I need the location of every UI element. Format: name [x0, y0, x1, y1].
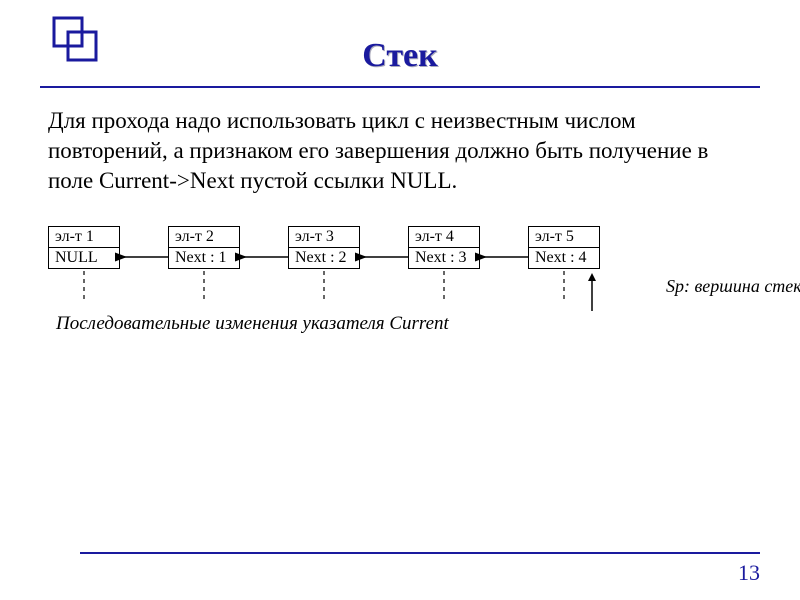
stack-node: эл-т 1NULL	[48, 226, 120, 269]
stack-node: эл-т 2Next : 1	[168, 226, 240, 269]
logo-icon	[48, 12, 108, 75]
node-label: эл-т 4	[409, 227, 479, 248]
sp-label: Sp: вершина стека	[666, 276, 800, 297]
node-label: эл-т 1	[49, 227, 119, 248]
stack-node: эл-т 3Next : 2	[288, 226, 360, 269]
diagram-caption: Последовательные изменения указателя Cur…	[48, 313, 752, 335]
node-next: Next : 1	[169, 248, 239, 268]
node-next: Next : 2	[289, 248, 359, 268]
node-next: Next : 3	[409, 248, 479, 268]
node-next: NULL	[49, 248, 119, 268]
stack-diagram: эл-т 1NULLэл-т 2Next : 1эл-т 3Next : 2эл…	[40, 226, 760, 335]
header: Стек	[40, 10, 760, 80]
stack-node: эл-т 5Next : 4	[528, 226, 600, 269]
page-title: Стек	[40, 15, 760, 75]
page-number: 13	[738, 560, 760, 586]
node-label: эл-т 5	[529, 227, 599, 248]
node-label: эл-т 3	[289, 227, 359, 248]
body-paragraph: Для прохода надо использовать цикл с неи…	[40, 106, 760, 196]
divider-bottom	[80, 552, 760, 554]
stack-node: эл-т 4Next : 3	[408, 226, 480, 269]
node-label: эл-т 2	[169, 227, 239, 248]
node-next: Next : 4	[529, 248, 599, 268]
slide: Стек Для прохода надо использовать цикл …	[0, 0, 800, 600]
divider-top	[40, 86, 760, 88]
